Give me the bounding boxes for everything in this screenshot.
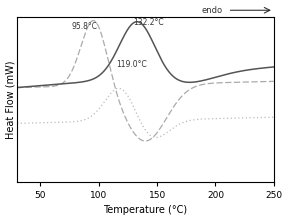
Text: 95.8°C: 95.8°C [72, 22, 98, 31]
Y-axis label: Heat Flow (mW): Heat Flow (mW) [5, 60, 16, 139]
X-axis label: Temperature (°C): Temperature (°C) [103, 206, 187, 215]
Text: endo: endo [201, 6, 223, 15]
Text: 132.2°C: 132.2°C [134, 18, 164, 27]
Text: 119.0°C: 119.0°C [116, 60, 147, 69]
